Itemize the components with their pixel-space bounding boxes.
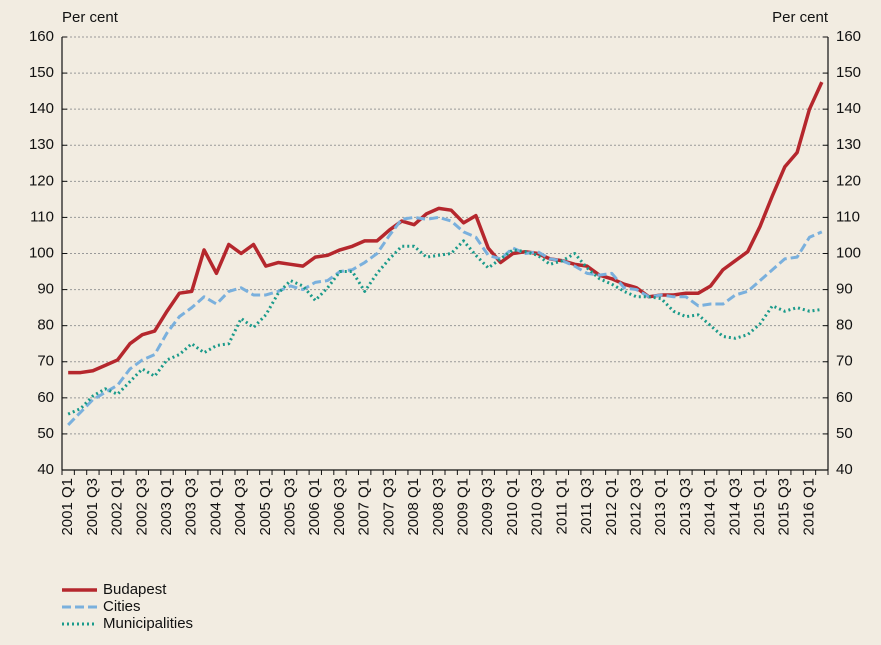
- x-tick-label: 2016 Q1: [800, 478, 817, 536]
- y2-tick-label: 70: [836, 353, 853, 370]
- x-tick-label: 2007 Q3: [380, 478, 397, 536]
- y-tick-label: 50: [37, 425, 54, 442]
- legend-label: Cities: [103, 598, 141, 615]
- y2-tick-label: 110: [836, 208, 860, 225]
- y-tick-label: 110: [30, 208, 54, 225]
- x-tick-label: 2015 Q3: [776, 478, 793, 536]
- series-line: [68, 81, 824, 375]
- y-axis-label: Per cent: [62, 9, 119, 26]
- y-tick-label: 130: [29, 136, 54, 153]
- x-tick-label: 2002 Q3: [133, 478, 150, 536]
- y2-tick-label: 130: [836, 136, 861, 153]
- x-tick-label: 2004 Q1: [207, 478, 224, 536]
- x-tick-label: 2010 Q1: [504, 478, 521, 536]
- y2-tick-label: 50: [836, 425, 853, 442]
- x-tick-label: 2005 Q1: [257, 478, 274, 536]
- x-tick-label: 2012 Q1: [603, 478, 620, 536]
- y2-tick-label: 90: [836, 281, 853, 298]
- y-tick-label: 160: [29, 28, 54, 45]
- y2-tick-label: 80: [836, 317, 853, 334]
- y2-tick-label: 100: [836, 244, 861, 261]
- y2-tick-label: 160: [836, 28, 861, 45]
- y-tick-label: 140: [29, 100, 54, 117]
- y-tick-label: 40: [37, 461, 54, 478]
- y2-tick-label: 120: [836, 172, 861, 189]
- x-tick-label: 2006 Q3: [331, 478, 348, 536]
- x-tick-label: 2001 Q3: [84, 478, 101, 536]
- x-tick-label: 2011 Q1: [553, 478, 570, 534]
- series-line: [67, 215, 823, 426]
- x-tick-label: 2005 Q3: [282, 478, 299, 536]
- legend-label: Budapest: [103, 581, 167, 598]
- x-tick-label: 2010 Q3: [529, 478, 546, 536]
- x-tick-label: 2013 Q1: [652, 478, 669, 536]
- x-tick-label: 2008 Q1: [405, 478, 422, 536]
- x-tick-label: 2014 Q1: [702, 478, 719, 536]
- y2-tick-label: 60: [836, 389, 853, 406]
- y-tick-label: 120: [29, 172, 54, 189]
- y-tick-label: 60: [37, 389, 54, 406]
- y2-tick-label: 40: [836, 461, 853, 478]
- x-tick-label: 2008 Q3: [430, 478, 447, 536]
- x-tick-label: 2006 Q1: [306, 478, 323, 536]
- x-tick-label: 2003 Q3: [183, 478, 200, 536]
- y2-axis-label: Per cent: [772, 9, 829, 26]
- legend-label: Municipalities: [103, 615, 193, 632]
- x-tick-label: 2007 Q1: [356, 478, 373, 536]
- x-tick-label: 2009 Q3: [479, 478, 496, 536]
- x-tick-label: 2002 Q1: [109, 478, 126, 536]
- x-tick-label: 2004 Q3: [232, 478, 249, 536]
- x-tick-label: 2011 Q3: [578, 478, 595, 534]
- y-tick-label: 80: [37, 317, 54, 334]
- x-tick-label: 2015 Q1: [751, 478, 768, 536]
- x-tick-label: 2009 Q1: [455, 478, 472, 536]
- x-tick-label: 2013 Q3: [677, 478, 694, 536]
- y2-tick-label: 140: [836, 100, 861, 117]
- y-tick-label: 70: [37, 353, 54, 370]
- y2-tick-label: 150: [836, 64, 861, 81]
- y-tick-label: 100: [29, 244, 54, 261]
- y-tick-label: 90: [37, 281, 54, 298]
- series-line: [67, 239, 823, 416]
- x-tick-label: 2014 Q3: [726, 478, 743, 536]
- x-tick-label: 2003 Q1: [158, 478, 175, 536]
- x-tick-label: 2012 Q3: [627, 478, 644, 536]
- x-tick-label: 2001 Q1: [59, 478, 76, 536]
- y-tick-label: 150: [29, 64, 54, 81]
